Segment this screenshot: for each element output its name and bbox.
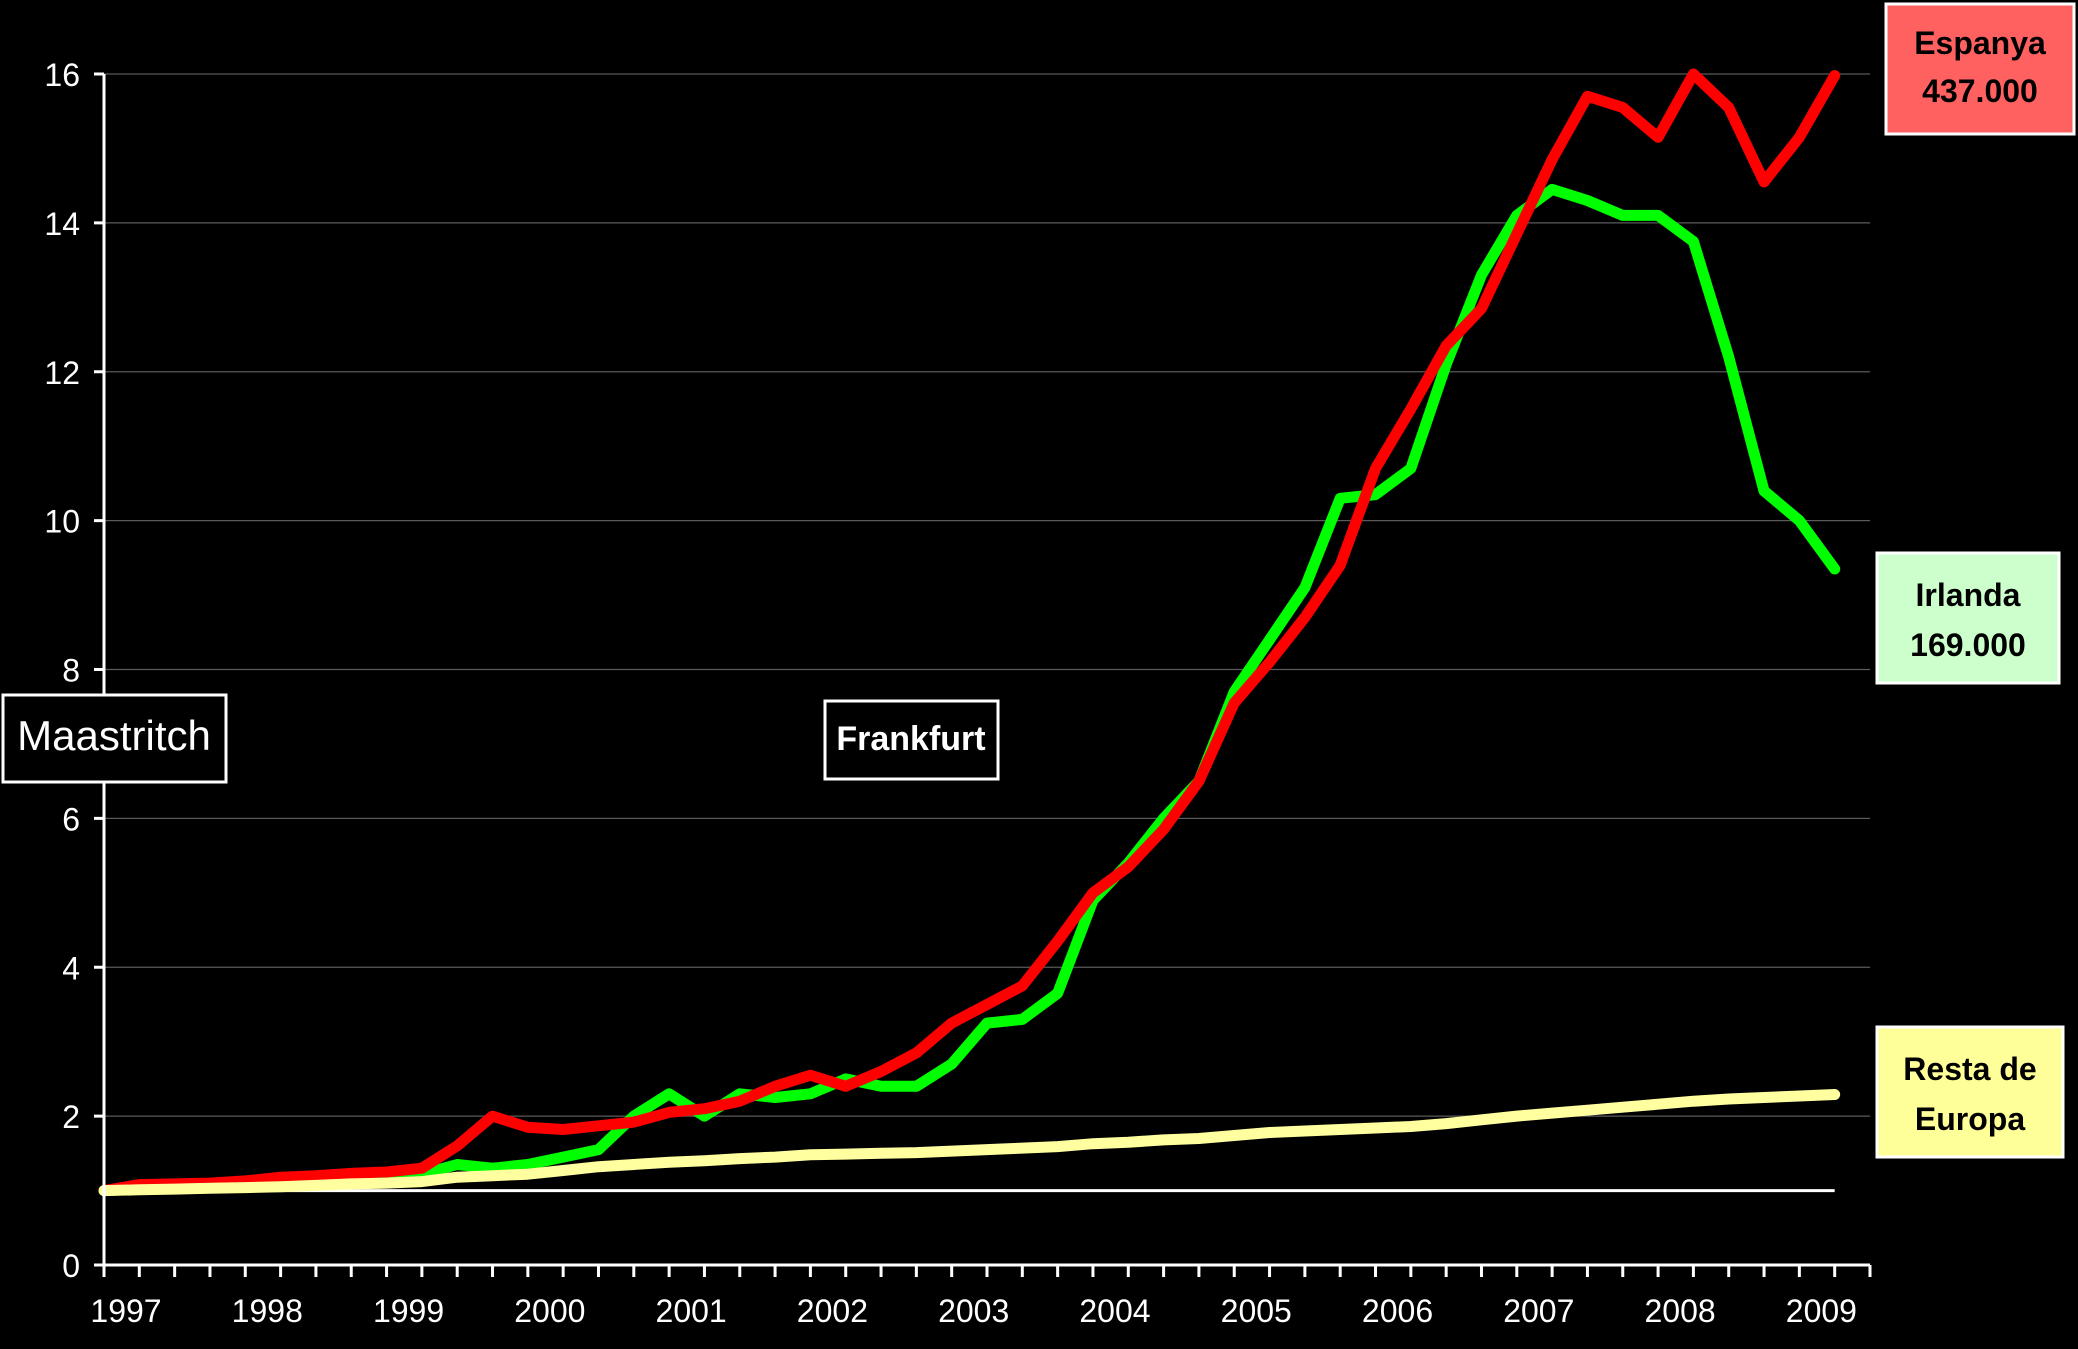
y-tick-label: 8 [62, 653, 80, 689]
resta-europa-line1: Resta de [1903, 1051, 2036, 1087]
y-tick-label: 12 [44, 355, 80, 391]
x-tick-label: 2009 [1786, 1293, 1857, 1329]
frankfurt-label: Frankfurt [836, 720, 985, 758]
y-tick-label: 10 [44, 504, 80, 540]
espanya-value: 437.000 [1922, 73, 2038, 109]
x-tick-label: 2003 [938, 1293, 1009, 1329]
irlanda-name: Irlanda [1916, 577, 2021, 613]
x-tick-label: 2001 [656, 1293, 727, 1329]
maastritch-annotation: Maastritch [3, 695, 226, 782]
resta-europa-line2: Europa [1915, 1101, 2025, 1137]
y-tick-label: 16 [44, 57, 80, 93]
irlanda-legend-box: Irlanda 169.000 [1877, 553, 2059, 683]
espanya-name: Espanya [1914, 25, 2046, 61]
y-tick-label: 0 [62, 1248, 80, 1284]
y-tick-label: 2 [62, 1099, 80, 1135]
x-tick-label: 2000 [514, 1293, 585, 1329]
x-tick-label: 2007 [1503, 1293, 1574, 1329]
x-tick-label: 2005 [1221, 1293, 1292, 1329]
x-tick-label: 1999 [373, 1293, 444, 1329]
frankfurt-annotation: Frankfurt [825, 701, 998, 779]
x-tick-label: 2002 [797, 1293, 868, 1329]
x-tick-label: 1998 [232, 1293, 303, 1329]
y-tick-label: 4 [62, 950, 80, 986]
resta-europa-legend-box: Resta de Europa [1877, 1027, 2063, 1157]
y-tick-label: 6 [62, 801, 80, 837]
x-tick-label: 2004 [1079, 1293, 1150, 1329]
x-tick-label: 2008 [1644, 1293, 1715, 1329]
espanya-legend-box: Espanya 437.000 [1886, 4, 2074, 134]
x-tick-label: 1997 [90, 1293, 161, 1329]
y-tick-label: 14 [44, 206, 80, 242]
irlanda-value: 169.000 [1910, 627, 2026, 663]
x-tick-label: 2006 [1362, 1293, 1433, 1329]
maastritch-label: Maastritch [17, 712, 211, 759]
